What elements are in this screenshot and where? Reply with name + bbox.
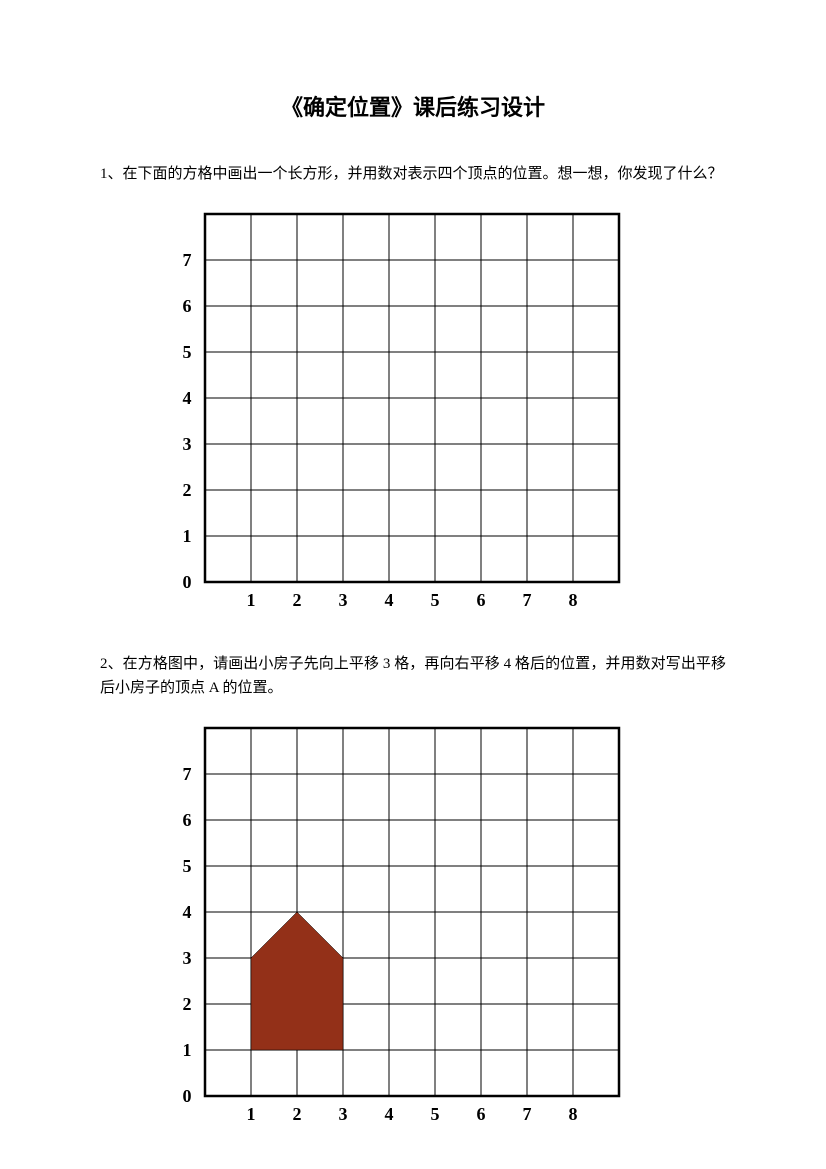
x-axis-label: 2 — [293, 1104, 302, 1124]
x-axis-label: 6 — [477, 590, 486, 610]
x-axis-label: 4 — [385, 1104, 394, 1124]
x-axis-label: 5 — [431, 590, 440, 610]
y-axis-label: 0 — [183, 1086, 192, 1106]
y-axis-label: 6 — [183, 296, 192, 316]
x-axis-label: 3 — [339, 590, 348, 610]
house-shape — [251, 912, 343, 1050]
y-axis-label: 5 — [183, 856, 192, 876]
question-2: 2、在方格图中，请画出小房子先向上平移 3 格，再向右平移 4 格后的位置，并用… — [100, 652, 726, 700]
y-axis-label: 3 — [183, 434, 192, 454]
grid-1-container: 0 1 2 3 4 5 6 7 1 2 3 4 5 6 7 8 — [160, 206, 726, 617]
y-axis-label: 0 — [183, 572, 192, 592]
x-axis-label: 8 — [569, 1104, 578, 1124]
y-axis-label: 4 — [183, 388, 192, 408]
grid-1: 0 1 2 3 4 5 6 7 1 2 3 4 5 6 7 8 — [160, 206, 629, 617]
question-1: 1、在下面的方格中画出一个长方形，并用数对表示四个顶点的位置。想一想，你发现了什… — [100, 162, 726, 186]
y-axis-label: 3 — [183, 948, 192, 968]
grid-2: 0 1 2 3 4 5 6 7 1 2 3 4 5 6 7 8 — [160, 720, 629, 1131]
x-axis-label: 4 — [385, 590, 394, 610]
x-axis-label: 2 — [293, 590, 302, 610]
y-axis-label: 2 — [183, 480, 192, 500]
y-axis-label: 1 — [183, 1040, 192, 1060]
page-title: 《确定位置》课后练习设计 — [100, 90, 726, 122]
y-axis-label: 4 — [183, 902, 192, 922]
y-axis-label: 2 — [183, 994, 192, 1014]
y-axis-label: 6 — [183, 810, 192, 830]
x-axis-label: 1 — [247, 590, 256, 610]
x-axis-label: 8 — [569, 590, 578, 610]
x-axis-label: 6 — [477, 1104, 486, 1124]
x-axis-label: 7 — [523, 1104, 532, 1124]
y-axis-label: 1 — [183, 526, 192, 546]
x-axis-label: 5 — [431, 1104, 440, 1124]
y-axis-label: 7 — [183, 764, 192, 784]
x-axis-label: 1 — [247, 1104, 256, 1124]
x-axis-label: 3 — [339, 1104, 348, 1124]
y-axis-label: 5 — [183, 342, 192, 362]
x-axis-label: 7 — [523, 590, 532, 610]
grid-2-container: 0 1 2 3 4 5 6 7 1 2 3 4 5 6 7 8 — [160, 720, 726, 1131]
y-axis-label: 7 — [183, 250, 192, 270]
